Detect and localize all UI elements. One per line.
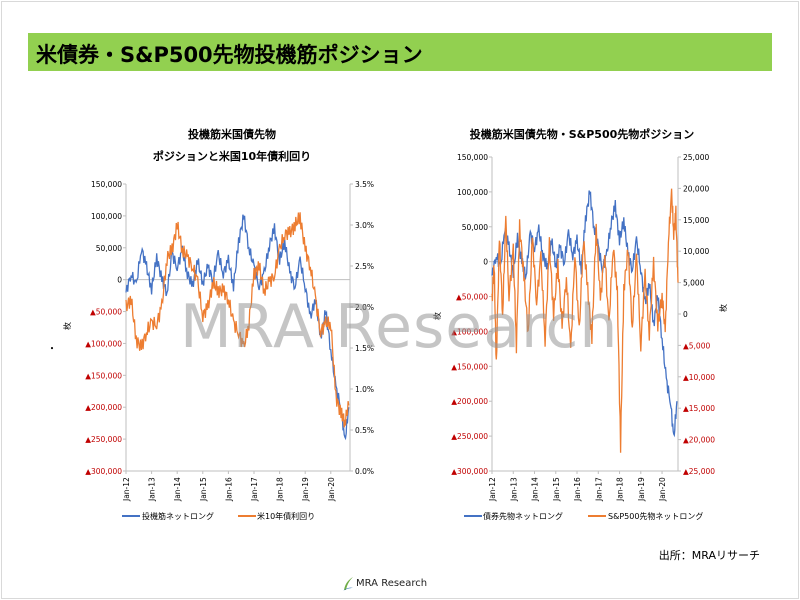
legend-label-0: 投機筋ネットロング <box>142 511 214 521</box>
left-tick-label: 50,000 <box>96 244 122 253</box>
x-tick-label: Jan-12 <box>488 477 497 502</box>
x-tick-label: Jan-19 <box>301 477 310 502</box>
right-tick-label: 2.0% <box>355 303 374 312</box>
x-tick-label: Jan-17 <box>594 477 603 502</box>
right-tick-label: ▲25,000 <box>683 467 715 476</box>
right-tick-label: ▲10,000 <box>683 373 715 382</box>
legend-label-1: S&P500先物ネットロング <box>608 511 703 521</box>
right-tick-label: 0.5% <box>355 426 374 435</box>
left-tick-label: 100,000 <box>457 188 488 197</box>
x-tick-label: Jan-13 <box>148 477 157 502</box>
right-tick-label: ▲5,000 <box>683 341 710 350</box>
logo-text: MRA Research <box>356 578 428 589</box>
left-tick-label: ▲300,000 <box>85 467 122 476</box>
right-tick-label: 10,000 <box>683 247 709 256</box>
page-title: 米債券・S&P500先物投機筋ポジション <box>36 43 423 67</box>
right-tick-label: 20,000 <box>683 184 709 193</box>
left-tick-label: ▲250,000 <box>451 432 488 441</box>
stray-mark: ・ <box>47 344 57 355</box>
left-tick-label: ▲150,000 <box>451 362 488 371</box>
left-tick-label: ▲50,000 <box>456 293 488 302</box>
chart-title-line1: 投機筋米国債先物・S&P500先物ポジション <box>470 127 695 141</box>
x-tick-label: Jan-18 <box>276 477 285 502</box>
x-tick-label: Jan-20 <box>658 477 667 502</box>
left-tick-label: ▲250,000 <box>85 435 122 444</box>
source-note: 出所：MRAリサーチ <box>658 549 760 562</box>
right-tick-label: 3.0% <box>355 221 374 230</box>
right-tick-label: ▲20,000 <box>683 436 715 445</box>
x-tick-label: Jan-18 <box>616 477 625 502</box>
left-tick-label: ▲50,000 <box>90 308 122 317</box>
x-tick-label: Jan-14 <box>531 477 540 502</box>
x-tick-label: Jan-16 <box>573 477 582 502</box>
left-tick-label: 0 <box>483 258 488 267</box>
left-tick-label: ▲300,000 <box>451 467 488 476</box>
series-line-1 <box>491 188 679 453</box>
left-tick-label: ▲100,000 <box>85 339 122 348</box>
right-tick-label: 1.0% <box>355 385 374 394</box>
left-tick-label: 0 <box>117 276 122 285</box>
series-line-1 <box>125 212 350 428</box>
watermark-text: MRA Research <box>180 292 619 362</box>
x-tick-label: Jan-16 <box>224 477 233 502</box>
left-axis-unit: 枚 <box>432 312 442 320</box>
right-tick-label: ▲15,000 <box>683 404 715 413</box>
left-tick-label: ▲100,000 <box>451 327 488 336</box>
x-tick-label: Jan-15 <box>199 477 208 502</box>
left-tick-label: 100,000 <box>91 212 122 221</box>
x-tick-label: Jan-17 <box>250 477 259 502</box>
left-tick-label: 150,000 <box>91 180 122 189</box>
x-tick-label: Jan-20 <box>327 477 336 502</box>
footer-logo: MRA Research <box>340 576 460 596</box>
x-tick-label: Jan-15 <box>552 477 561 502</box>
left-tick-label: ▲200,000 <box>451 397 488 406</box>
x-tick-label: Jan-12 <box>122 477 131 502</box>
right-tick-label: 0 <box>683 310 688 319</box>
chart-title-line2: ポジションと米国10年債利回り <box>153 149 311 163</box>
left-tick-label: ▲150,000 <box>85 371 122 380</box>
left-tick-label: 150,000 <box>457 153 488 162</box>
x-tick-label: Jan-14 <box>173 477 182 502</box>
left-tick-label: 50,000 <box>462 223 488 232</box>
legend-label-0: 債券先物ネットロング <box>483 511 563 521</box>
title-bar: 米債券・S&P500先物投機筋ポジション <box>28 33 772 71</box>
x-tick-label: Jan-19 <box>637 477 646 502</box>
legend-label-1: 米10年債利回り <box>257 511 315 521</box>
logo-swoosh-icon <box>343 577 353 591</box>
x-tick-label: Jan-13 <box>509 477 518 502</box>
right-tick-label: 5,000 <box>683 279 705 288</box>
left-axis-unit: 枚 <box>62 322 72 330</box>
right-tick-label: 2.5% <box>355 262 374 271</box>
right-tick-label: 3.5% <box>355 180 374 189</box>
chart-title-line1: 投機筋米国債先物 <box>188 127 276 141</box>
right-tick-label: 25,000 <box>683 153 709 162</box>
left-tick-label: ▲200,000 <box>85 403 122 412</box>
right-tick-label: 0.0% <box>355 467 374 476</box>
right-axis-unit: 枚 <box>718 304 728 312</box>
right-tick-label: 1.5% <box>355 344 374 353</box>
right-tick-label: 15,000 <box>683 216 709 225</box>
